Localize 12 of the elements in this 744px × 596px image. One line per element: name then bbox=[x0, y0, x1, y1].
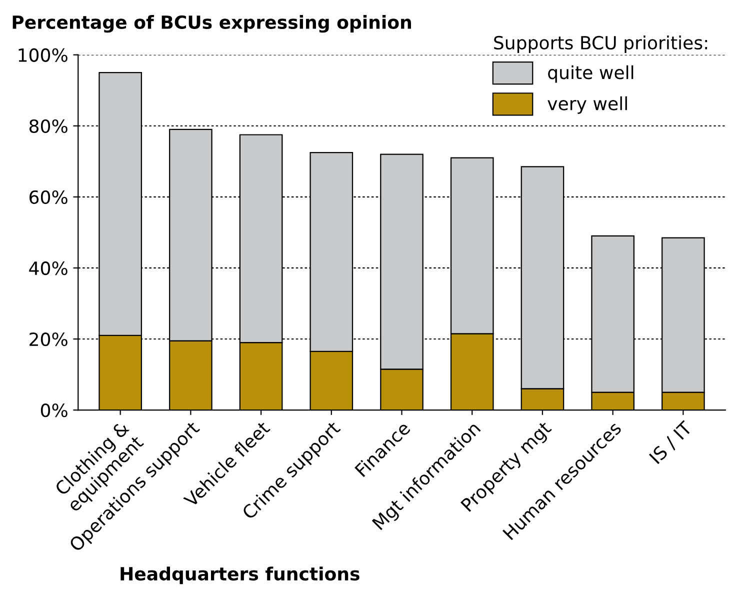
x-tick-label: IS / IT bbox=[648, 420, 694, 466]
y-tick-label: 60% bbox=[30, 190, 68, 204]
y-tick-label: 0% bbox=[40, 404, 68, 418]
y-tick-label: 20% bbox=[30, 332, 68, 346]
y-tick-label: 100% bbox=[18, 48, 68, 62]
x-axis-title: Headquarters functions bbox=[120, 566, 360, 584]
legend-title: Supports BCU priorities: bbox=[494, 36, 708, 54]
legend-label: very well bbox=[548, 96, 627, 114]
y-tick-label: 80% bbox=[29, 119, 68, 133]
chart-title: Percentage of BCUs expressing opinion bbox=[12, 15, 411, 33]
legend-label: quite well bbox=[548, 65, 634, 83]
y-tick-label: 40% bbox=[29, 261, 68, 276]
